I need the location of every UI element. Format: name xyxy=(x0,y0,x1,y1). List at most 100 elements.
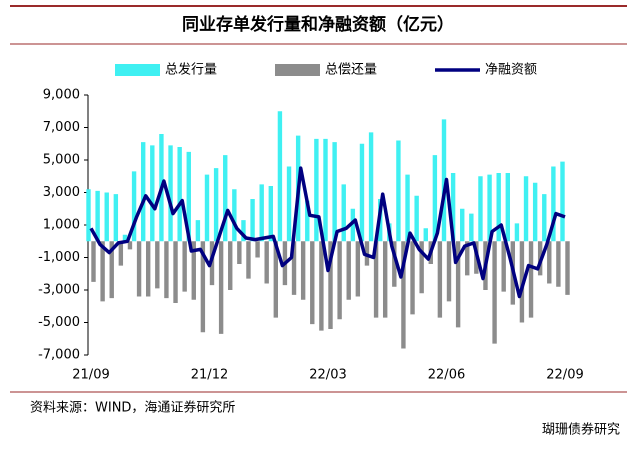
net-line xyxy=(89,166,566,299)
y-tick-label: -5,000 xyxy=(38,315,80,330)
bar xyxy=(392,241,397,287)
bar xyxy=(168,145,173,242)
bar xyxy=(228,241,233,290)
bar xyxy=(86,189,91,242)
bar xyxy=(382,241,388,318)
bar xyxy=(255,241,260,258)
bar xyxy=(528,241,534,318)
legend-swatch xyxy=(275,64,320,76)
y-tick-label: 7,000 xyxy=(43,120,80,135)
bar xyxy=(113,194,119,242)
bar xyxy=(401,241,406,349)
legend-label: 总发行量 xyxy=(165,62,217,78)
bar xyxy=(182,241,187,292)
bar xyxy=(136,241,142,297)
bar xyxy=(109,241,114,299)
bar xyxy=(551,166,556,242)
bar xyxy=(213,168,219,242)
bar xyxy=(277,111,283,242)
y-tick-label: -7,000 xyxy=(38,348,80,363)
bar xyxy=(140,142,146,242)
bar xyxy=(514,223,520,242)
y-tick-label: -3,000 xyxy=(38,283,80,298)
bar xyxy=(268,186,274,242)
bar xyxy=(186,151,191,242)
bar xyxy=(542,194,547,242)
bar xyxy=(273,241,279,318)
bar xyxy=(505,173,511,242)
y-tick-label: 1,000 xyxy=(43,218,80,233)
bar xyxy=(496,173,501,242)
bar xyxy=(177,147,182,242)
bar xyxy=(492,241,497,344)
bar xyxy=(131,171,137,242)
bar xyxy=(250,199,255,242)
watermark: 瑚珊债券研究 xyxy=(542,422,620,438)
x-tick-label: 22/06 xyxy=(428,368,465,383)
bar xyxy=(319,241,324,331)
bar xyxy=(95,190,100,242)
bar xyxy=(446,241,452,302)
bar xyxy=(432,155,438,242)
bar xyxy=(122,234,128,242)
bar xyxy=(460,208,465,242)
bar xyxy=(305,200,310,242)
bar xyxy=(150,145,155,242)
bar xyxy=(478,176,483,242)
bar xyxy=(241,220,246,242)
x-tick-label: 21/09 xyxy=(72,368,109,383)
bar xyxy=(556,241,561,287)
bar xyxy=(419,241,424,294)
bar xyxy=(300,241,306,300)
bar xyxy=(359,143,365,242)
bar xyxy=(310,241,315,325)
legend-swatch xyxy=(115,64,160,76)
bar xyxy=(104,192,109,242)
bar xyxy=(455,241,461,328)
bar xyxy=(337,241,342,320)
bar xyxy=(127,241,133,250)
legend-label: 总偿还量 xyxy=(325,63,377,78)
bar xyxy=(237,241,242,264)
y-tick-label: 5,000 xyxy=(43,153,80,168)
legend-label: 净融资额 xyxy=(485,63,537,78)
bar xyxy=(469,213,474,242)
bar xyxy=(232,189,237,242)
bar xyxy=(368,132,374,242)
source: 资料来源：WIND，海通证券研究所 xyxy=(30,400,235,416)
y-tick-label: 9,000 xyxy=(43,88,80,103)
bar xyxy=(323,138,328,242)
bar xyxy=(145,241,151,297)
bar xyxy=(501,241,506,292)
bar xyxy=(437,241,443,318)
bar xyxy=(355,241,361,297)
bar xyxy=(405,174,410,242)
bar xyxy=(450,173,456,242)
x-tick-label: 21/12 xyxy=(191,368,228,383)
bar xyxy=(200,241,206,333)
bar xyxy=(341,184,346,242)
bar xyxy=(441,119,447,242)
bar xyxy=(373,241,379,318)
bar xyxy=(410,241,415,315)
bar xyxy=(91,241,96,282)
bar xyxy=(223,155,228,242)
bar xyxy=(414,195,419,242)
bar xyxy=(423,228,428,242)
bar xyxy=(547,241,552,284)
bar xyxy=(191,241,196,300)
bar xyxy=(264,241,269,284)
chart-title: 同业存单发行量和净融资额（亿元） xyxy=(182,14,454,35)
bar xyxy=(396,140,401,242)
bar xyxy=(204,174,210,242)
x-tick-label: 22/03 xyxy=(309,368,346,383)
bar xyxy=(350,208,356,242)
bar xyxy=(164,241,169,299)
bar xyxy=(565,241,570,295)
bar xyxy=(332,142,337,242)
bar xyxy=(291,241,297,295)
bar xyxy=(560,161,565,242)
bar xyxy=(465,241,470,276)
bar xyxy=(118,241,124,266)
